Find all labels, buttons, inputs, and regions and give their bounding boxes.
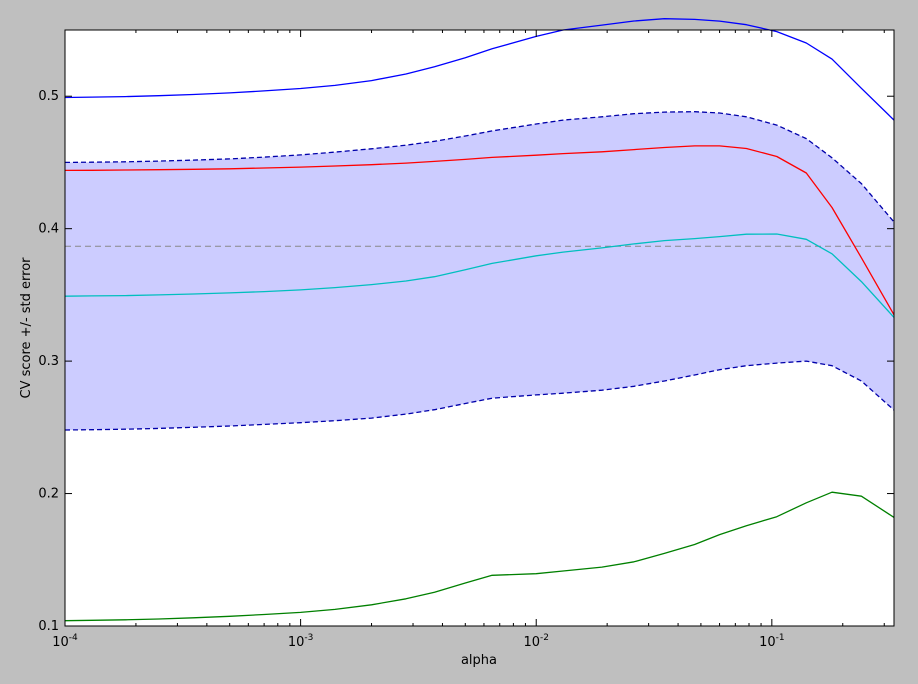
y-tick-label: 0.4: [38, 222, 59, 237]
x-tick-label: 10-1: [759, 633, 785, 650]
series-line-fold-min: [64, 491, 895, 622]
series-line-mean-plus-std: [64, 111, 895, 223]
x-tick-label: 10-4: [52, 633, 78, 650]
y-tick-label: 0.1: [38, 619, 59, 634]
plot-area-background: [65, 30, 894, 626]
y-tick-label: 0.2: [38, 487, 59, 502]
ticks-layer: 0.1 0.2 0.3 0.4 0.5 10-4 10-3 10-2 10-1: [38, 30, 894, 650]
series-layer: [64, 18, 895, 622]
series-line-mean-minus-std: [64, 360, 895, 431]
std-error-band: [65, 111, 894, 430]
std-error-band-layer: [65, 111, 894, 430]
series-line-mean: [64, 145, 895, 316]
y-tick-label: 0.5: [38, 89, 59, 104]
x-tick-label: 10-3: [288, 633, 314, 650]
series-line-fold-mid: [64, 233, 895, 318]
plot-frame: [64, 29, 895, 627]
series-line-fold-max: [64, 18, 895, 121]
y-axis-label: CV score +/- std error: [19, 257, 34, 399]
x-tick-label: 10-2: [523, 633, 549, 650]
x-axis-label: alpha: [461, 653, 497, 668]
y-tick-label: 0.3: [38, 354, 59, 369]
